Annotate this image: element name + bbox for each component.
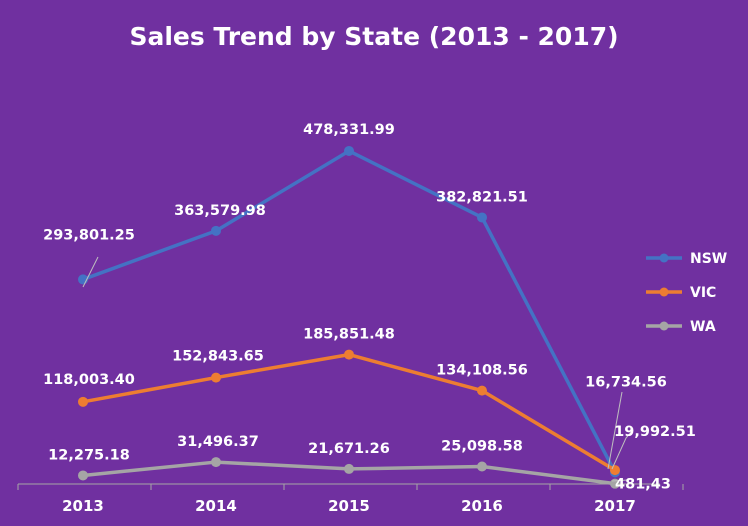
data-point-vic-2015 — [344, 349, 354, 360]
data-point-vic-2016 — [477, 385, 487, 396]
legend-label-vic: VIC — [690, 285, 716, 301]
data-label-vic-2013: 118,003.40 — [43, 372, 135, 388]
data-point-wa-2015 — [344, 463, 354, 474]
data-point-vic-2014 — [211, 372, 221, 383]
x-tick-label-2016: 2016 — [461, 497, 503, 515]
data-label-vic-2017: 19,992.51 — [614, 424, 696, 440]
data-label-vic-2014: 152,843.65 — [172, 349, 264, 365]
data-label-wa-2017: 481,43 — [615, 477, 671, 493]
x-tick-label-2013: 2013 — [62, 497, 104, 515]
x-axis-ticks: 2013 2014 2015 2016 2017 — [17, 484, 684, 515]
legend-marker-wa — [659, 321, 669, 331]
data-point-wa-2013 — [78, 470, 88, 481]
leader-line-vic-2017 — [611, 430, 633, 470]
legend-marker-nsw — [659, 253, 669, 263]
chart-title: Sales Trend by State (2013 - 2017) — [129, 22, 618, 51]
data-label-wa-2016: 25,098.58 — [441, 439, 523, 455]
series-group — [78, 145, 620, 489]
data-label-nsw-2013: 293,801.25 — [43, 227, 135, 243]
legend-label-wa: WA — [690, 319, 716, 335]
x-tick-label-2015: 2015 — [328, 497, 370, 515]
x-tick-label-2017: 2017 — [594, 497, 636, 515]
data-label-vic-2015: 185,851.48 — [303, 327, 395, 343]
x-tick-label-2014: 2014 — [195, 497, 237, 515]
data-point-wa-2016 — [477, 461, 487, 472]
data-point-nsw-2016 — [477, 212, 487, 223]
data-point-wa-2014 — [211, 457, 221, 468]
data-label-wa-2015: 21,671.26 — [308, 441, 390, 457]
data-point-vic-2013 — [78, 396, 88, 407]
data-label-nsw-2016: 382,821.51 — [436, 189, 528, 205]
data-label-nsw-2017: 16,734.56 — [585, 374, 667, 390]
leader-line-nsw-2017 — [607, 391, 623, 470]
data-label-wa-2013: 12,275.18 — [48, 447, 130, 463]
data-label-nsw-2014: 363,579.98 — [174, 203, 266, 219]
data-point-vic-2017 — [610, 465, 620, 476]
legend: NSW VIC WA — [646, 251, 727, 335]
leader-line-nsw-2013 — [82, 256, 99, 288]
legend-marker-vic — [659, 287, 669, 297]
data-labels: 293,801.25 363,579.98 478,331.99 382,821.51… — [43, 122, 696, 493]
leader-line-wa-2017 — [611, 479, 629, 482]
legend-label-nsw: NSW — [690, 251, 727, 267]
data-label-vic-2016: 134,108.56 — [436, 363, 528, 379]
data-point-nsw-2014 — [211, 225, 221, 236]
data-label-wa-2014: 31,496.37 — [177, 434, 259, 450]
data-label-nsw-2015: 478,331.99 — [303, 122, 395, 138]
data-point-nsw-2015 — [344, 145, 354, 156]
